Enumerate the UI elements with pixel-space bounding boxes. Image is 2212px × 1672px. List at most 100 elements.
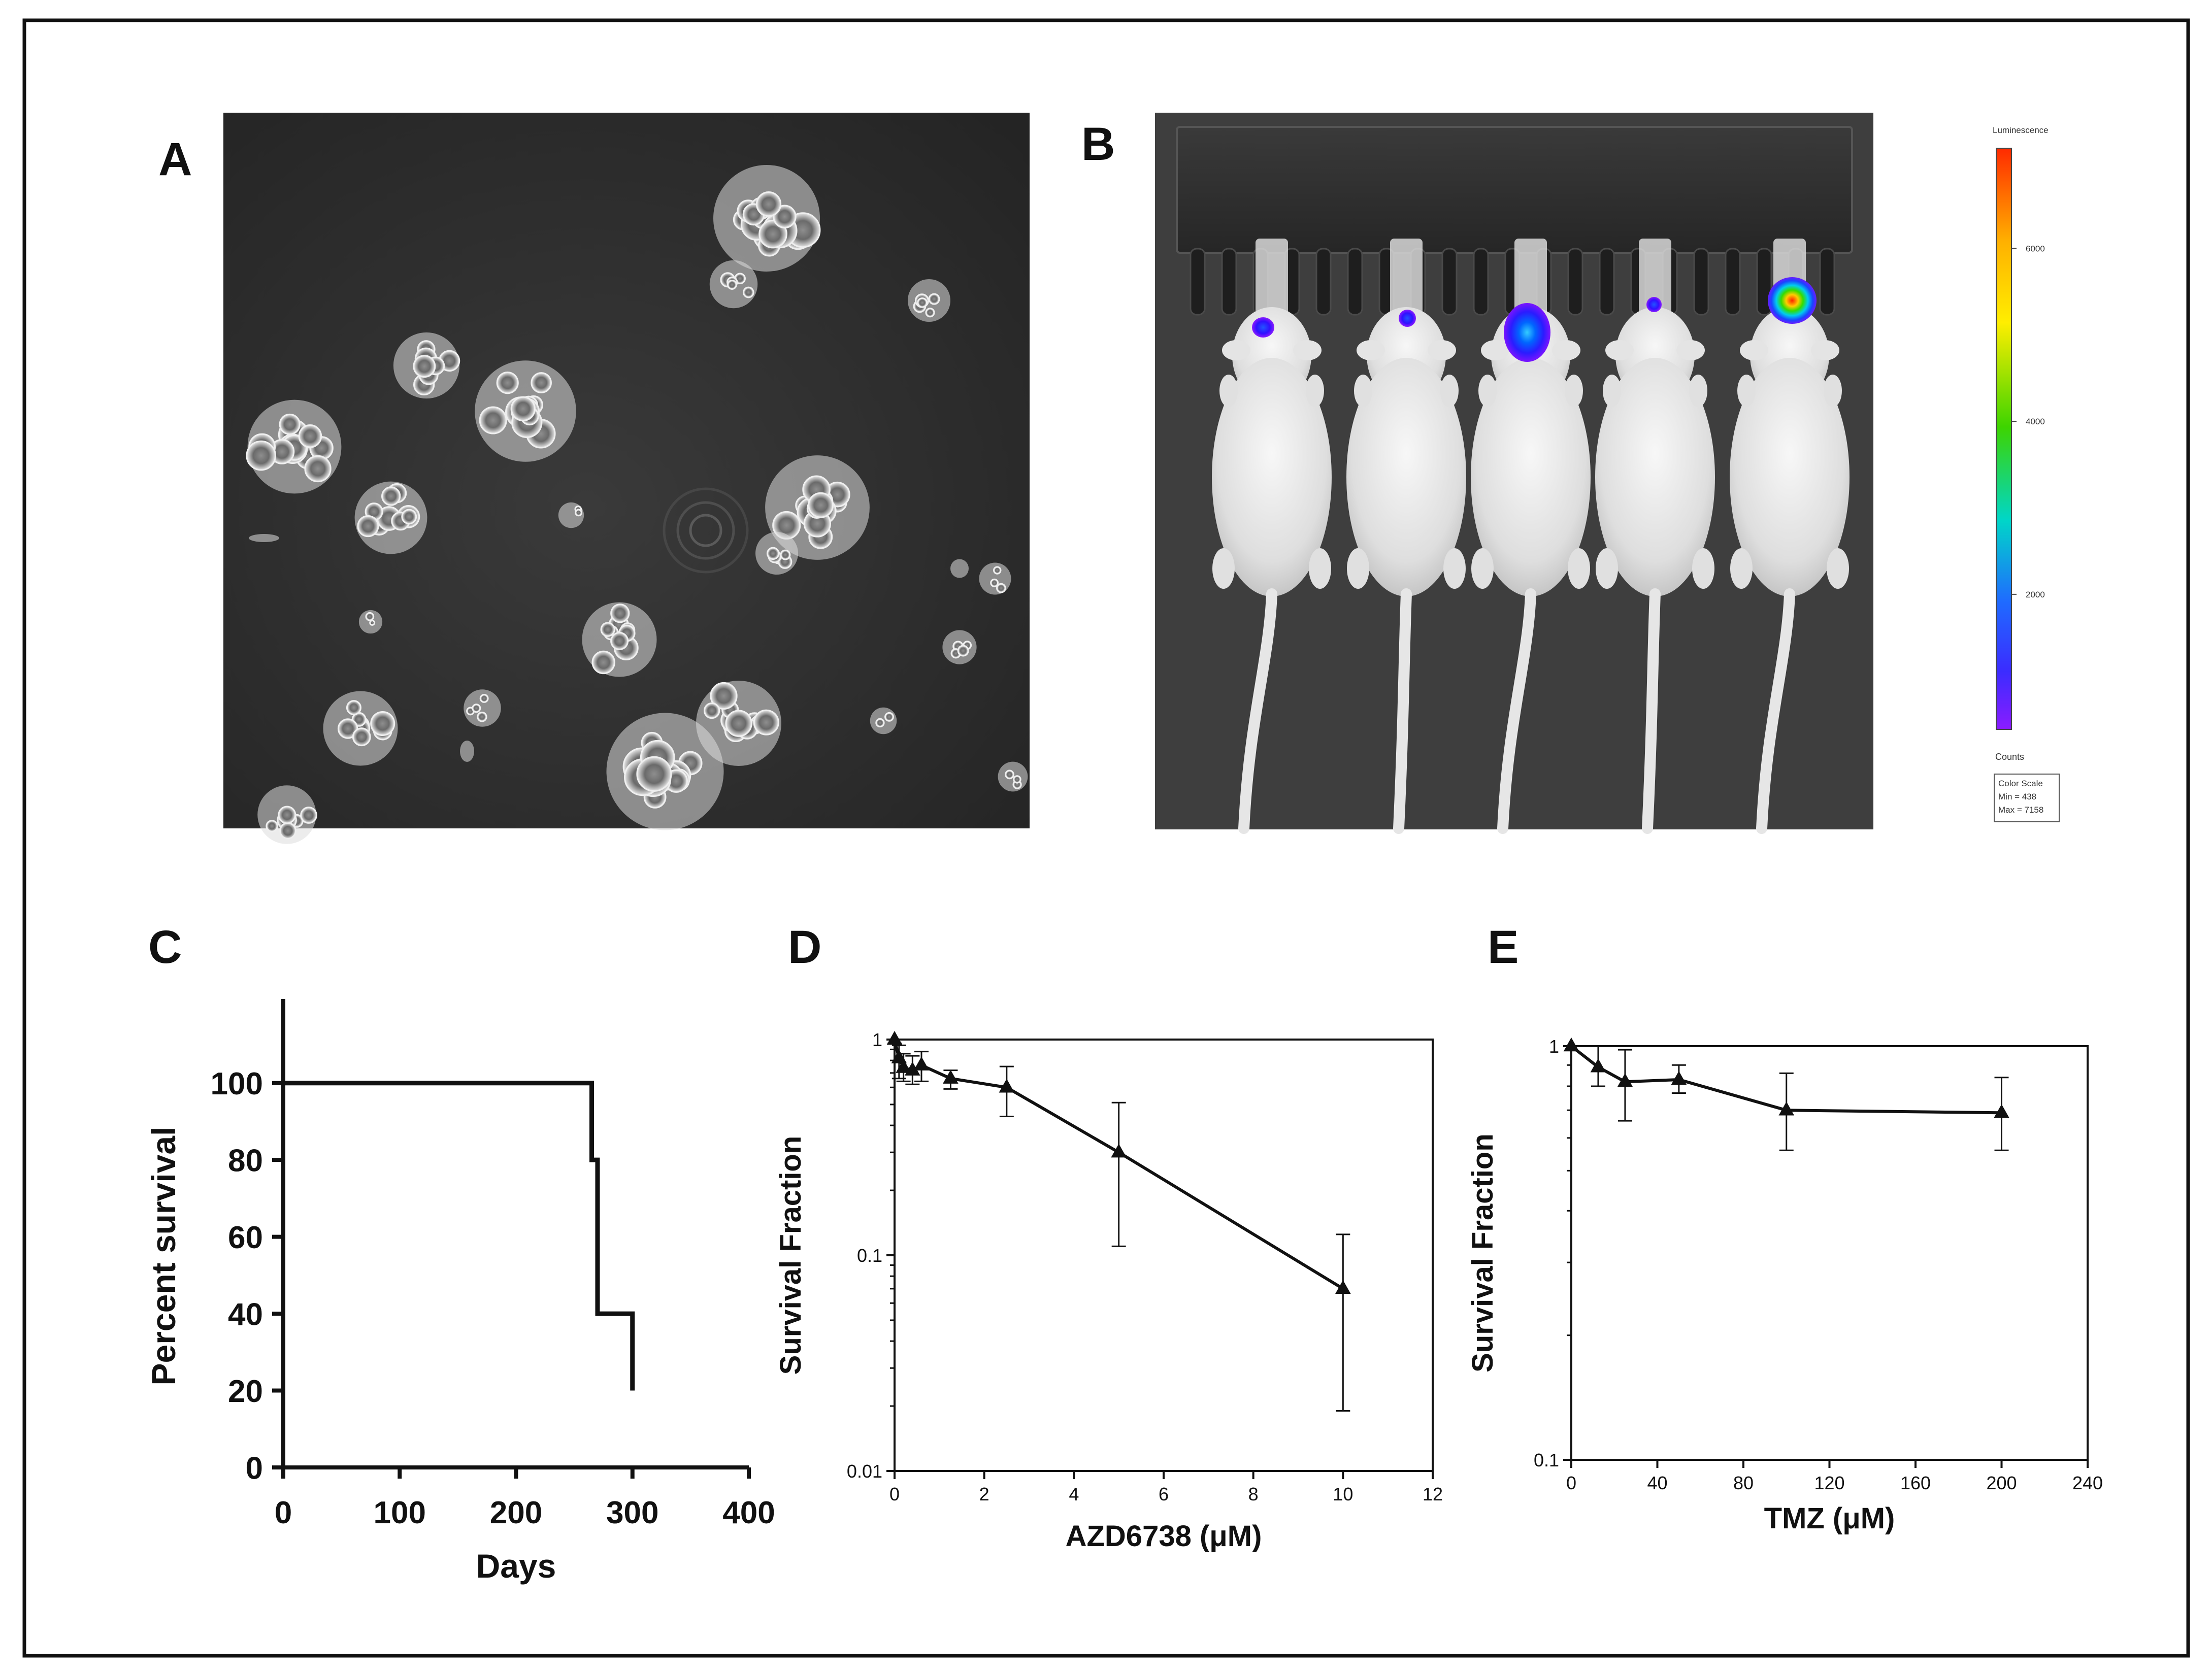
clamp-tooth <box>1819 248 1835 316</box>
x-tick-label: 0 <box>889 1484 900 1504</box>
data-point <box>896 1059 911 1073</box>
x-tick-label: 0 <box>275 1495 292 1530</box>
data-point <box>1563 1038 1579 1052</box>
clamp-tooth <box>1725 248 1741 316</box>
clamp-tooth <box>1347 248 1363 316</box>
x-axis-label: AZD6738 (μM) <box>1066 1520 1262 1553</box>
y-tick-label: 1 <box>1549 1036 1559 1057</box>
x-tick-label: 40 <box>1647 1473 1667 1493</box>
y-tick-label: 40 <box>228 1297 263 1332</box>
spheroid <box>696 681 781 766</box>
series-line <box>1570 1045 2002 1115</box>
x-axis-label: Days <box>476 1547 556 1585</box>
clamp-tooth <box>1473 248 1489 316</box>
mice <box>1212 239 1850 834</box>
spheroid <box>755 532 798 575</box>
spheroid <box>354 481 427 554</box>
error-bar <box>1111 1101 1126 1247</box>
clamp-tooth <box>1221 248 1237 316</box>
survival-chart-panel-c: 0 100 200 300 400 0 20 40 60 80 100 Days Percent sur… <box>145 999 775 1585</box>
colorbar-info-line-1: Color Scale <box>1998 779 2043 788</box>
spheroid <box>393 332 460 399</box>
colorbar-tick-label: 2000 <box>2026 590 2045 599</box>
y-axis-label: Survival Fraction <box>1466 1133 1499 1373</box>
y-axis-label: Survival Fraction <box>774 1136 807 1375</box>
data-point <box>905 1061 920 1076</box>
data-point <box>1111 1144 1127 1158</box>
color-scale-legend: Luminescence 6000 4000 2000 Counts Color S… <box>1993 125 2060 822</box>
clamp-tooth <box>1756 248 1772 316</box>
panel-label-b: B <box>1081 118 1115 170</box>
spheroid <box>606 713 724 830</box>
clamp-tooth <box>1567 248 1583 316</box>
spheroid <box>246 399 342 494</box>
colorbar-title: Luminescence <box>1993 125 2049 135</box>
y-tick-label: 1 <box>872 1029 882 1050</box>
x-tick-label: 6 <box>1159 1484 1169 1504</box>
spheroid <box>323 691 398 766</box>
mouse <box>1730 239 1850 834</box>
y-tick-label: 0 <box>246 1451 263 1486</box>
x-tick-label: 240 <box>2072 1473 2103 1493</box>
clamp-tooth <box>1693 248 1709 316</box>
spheroid <box>257 785 317 844</box>
data-point <box>913 1056 930 1071</box>
colorbar-gradient <box>1996 148 2012 730</box>
x-tick-label: 200 <box>490 1495 542 1530</box>
y-tick-label: 0.01 <box>847 1461 882 1482</box>
colorbar-tick-label: 4000 <box>2026 417 2045 426</box>
mouse <box>1595 239 1715 834</box>
data-point <box>943 1069 959 1084</box>
colorbar-units: Counts <box>1995 752 2024 762</box>
dose-response-chart-panel-e: 0 40 80 120 160 200 240 0.1 1 TMZ (μM) Survival Fr… <box>1466 1036 2103 1535</box>
data-point <box>1994 1104 2009 1118</box>
colorbar-info-box <box>1994 774 2060 822</box>
data-point <box>1778 1101 1795 1116</box>
plot-frame <box>894 1039 1434 1472</box>
spheroid <box>998 761 1028 792</box>
figure-border <box>22 18 2190 1658</box>
x-tick-label: 8 <box>1248 1484 1259 1504</box>
spheroid <box>558 502 584 528</box>
spheroid <box>464 689 501 727</box>
colorbar-info-line-2: Min = 438 <box>1998 792 2036 801</box>
y-axis-label: Percent survival <box>145 1127 182 1386</box>
x-tick-label: 10 <box>1333 1484 1353 1504</box>
clamp-tooth <box>1441 248 1458 316</box>
y-tick-label: 0.1 <box>857 1245 882 1266</box>
luminescence-signals <box>1252 277 1817 362</box>
panel-label-e: E <box>1488 921 1518 973</box>
colorbar-ticks: 6000 4000 2000 <box>2011 244 2045 599</box>
micrograph-panel-a <box>223 113 1030 844</box>
y-tick-label: 0.1 <box>1534 1450 1559 1470</box>
debris <box>460 741 474 762</box>
debris <box>950 559 969 578</box>
spheroid <box>475 360 576 462</box>
data-point <box>891 1049 907 1063</box>
mouse <box>1471 239 1591 834</box>
x-axis-label: TMZ (μM) <box>1764 1502 1895 1535</box>
error-bar <box>1336 1233 1350 1412</box>
mouse <box>1212 239 1332 834</box>
data-point <box>999 1079 1015 1093</box>
x-tick-label: 160 <box>1900 1473 1931 1493</box>
cell-spheroids <box>246 165 1028 844</box>
y-tick-label: 100 <box>211 1066 263 1101</box>
data-point <box>1590 1058 1606 1073</box>
colorbar-tick-label: 6000 <box>2026 244 2045 253</box>
spheroid <box>979 562 1011 595</box>
mouse <box>1346 239 1466 834</box>
x-tick-label: 12 <box>1423 1484 1443 1504</box>
x-tick-label: 100 <box>374 1495 426 1530</box>
panel-label-a: A <box>158 133 192 185</box>
spheroid <box>765 455 870 560</box>
y-tick-label: 20 <box>228 1374 263 1409</box>
y-tick-label: 80 <box>228 1144 263 1179</box>
x-tick-label: 200 <box>1986 1473 2017 1493</box>
x-tick-label: 300 <box>606 1495 658 1530</box>
spheroid <box>908 279 950 322</box>
panel-label-d: D <box>788 921 821 973</box>
series-line <box>283 1081 635 1391</box>
spheroid <box>582 602 657 677</box>
x-tick-label: 4 <box>1069 1484 1079 1504</box>
